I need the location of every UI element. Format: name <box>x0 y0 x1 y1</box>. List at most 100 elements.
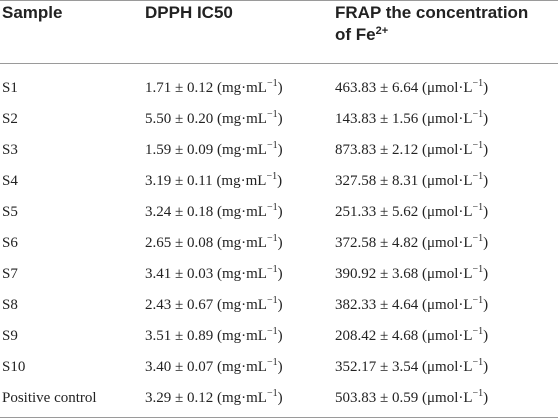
dpph-unit-close: ) <box>277 390 283 406</box>
frap-unit-text: (μmol·L <box>421 173 473 189</box>
dpph-unit-text: (mg·mL <box>216 328 267 344</box>
cell-dpph: 3.24 ± 0.18 (mg·mL−1) <box>145 197 283 229</box>
cell-frap-value: 503.83 ± 0.59 <box>335 390 419 406</box>
dpph-unit-superscript: −1 <box>266 295 278 306</box>
cell-dpph-value: 3.19 ± 0.11 <box>145 173 213 189</box>
dpph-unit-close: ) <box>277 111 283 127</box>
cell-frap: 327.58 ± 8.31 (μmol·L−1) <box>335 166 488 198</box>
frap-unit-superscript: −1 <box>472 326 484 337</box>
cell-frap-value: 327.58 ± 8.31 <box>335 173 419 189</box>
frap-unit-text: (μmol·L <box>421 80 473 96</box>
cell-dpph: 3.41 ± 0.03 (mg·mL−1) <box>145 259 283 291</box>
cell-sample: S9 <box>2 328 18 344</box>
cell-sample: S3 <box>2 142 18 158</box>
cell-sample: S7 <box>2 266 18 282</box>
cell-sample: S10 <box>2 359 26 375</box>
dpph-unit-superscript: −1 <box>266 357 278 368</box>
cell-frap-value: 873.83 ± 2.12 <box>335 142 419 158</box>
frap-unit-close: ) <box>483 204 489 220</box>
dpph-unit-text: (mg·mL <box>216 235 267 251</box>
cell-dpph: 3.51 ± 0.89 (mg·mL−1) <box>145 321 283 353</box>
frap-unit-close: ) <box>483 235 489 251</box>
cell-dpph: 3.29 ± 0.12 (mg·mL−1) <box>145 383 283 415</box>
dpph-unit-superscript: −1 <box>266 326 278 337</box>
dpph-unit-text: (mg·mL <box>216 297 267 313</box>
cell-dpph-unit: (mg·mL−1) <box>216 357 283 375</box>
cell-frap-unit: (μmol·L−1) <box>422 233 489 251</box>
cell-dpph-value: 3.24 ± 0.18 <box>145 204 214 220</box>
frap-unit-superscript: −1 <box>472 264 484 275</box>
dpph-unit-superscript: −1 <box>266 233 278 244</box>
frap-unit-close: ) <box>483 80 489 96</box>
cell-sample: S6 <box>2 235 18 251</box>
cell-dpph-unit: (mg·mL−1) <box>216 326 283 344</box>
header-frap-superscript: 2+ <box>375 25 389 37</box>
cell-dpph-value: 3.51 ± 0.89 <box>145 328 214 344</box>
frap-unit-superscript: −1 <box>472 140 484 151</box>
frap-unit-superscript: −1 <box>472 388 484 399</box>
frap-unit-close: ) <box>483 390 489 406</box>
cell-frap: 873.83 ± 2.12 (μmol·L−1) <box>335 135 488 167</box>
dpph-unit-text: (mg·mL <box>216 390 267 406</box>
cell-dpph-value: 1.59 ± 0.09 <box>145 142 214 158</box>
cell-frap-unit: (μmol·L−1) <box>421 78 489 96</box>
table-top-rule <box>0 0 558 1</box>
dpph-unit-close: ) <box>277 204 283 220</box>
cell-frap-unit: (μmol·L−1) <box>421 109 488 127</box>
cell-dpph: 1.71 ± 0.12 (mg·mL−1) <box>145 73 283 105</box>
dpph-unit-close: ) <box>277 142 283 158</box>
dpph-unit-superscript: −1 <box>266 264 278 275</box>
cell-dpph-value: 5.50 ± 0.20 <box>145 111 214 127</box>
cell-frap-value: 352.17 ± 3.54 <box>335 359 419 375</box>
frap-unit-superscript: −1 <box>472 171 484 182</box>
dpph-unit-close: ) <box>277 173 283 189</box>
cell-dpph-unit: (mg·mL−1) <box>216 388 283 406</box>
dpph-unit-superscript: −1 <box>266 171 278 182</box>
dpph-unit-superscript: −1 <box>266 388 278 399</box>
cell-frap-value: 463.83 ± 6.64 <box>335 80 419 96</box>
dpph-unit-text: (mg·mL <box>216 111 267 127</box>
cell-dpph-value: 2.65 ± 0.08 <box>145 235 214 251</box>
frap-unit-close: ) <box>483 142 489 158</box>
table-bottom-rule <box>0 417 558 418</box>
header-frap-line2: of Fe2+ <box>335 24 388 48</box>
dpph-unit-text: (mg·mL <box>216 359 267 375</box>
cell-dpph: 2.43 ± 0.67 (mg·mL−1) <box>145 290 283 322</box>
cell-frap-unit: (μmol·L−1) <box>421 171 488 189</box>
cell-dpph-value: 2.43 ± 0.67 <box>145 297 214 313</box>
frap-unit-close: ) <box>483 297 489 313</box>
dpph-unit-superscript: −1 <box>266 109 278 120</box>
cell-dpph: 3.19 ± 0.11 (mg·mL−1) <box>145 166 282 198</box>
header-sample: Sample <box>2 3 63 22</box>
table-row: S9 3.51 ± 0.89 (mg·mL−1) 208.42 ± 4.68 (μm… <box>0 321 558 352</box>
cell-dpph: 3.40 ± 0.07 (mg·mL−1) <box>145 352 283 384</box>
cell-frap: 390.92 ± 3.68 (μmol·L−1) <box>335 259 488 291</box>
cell-dpph-value: 3.29 ± 0.12 <box>145 390 214 406</box>
cell-frap: 503.83 ± 0.59 (μmol·L−1) <box>335 383 488 415</box>
dpph-unit-close: ) <box>277 235 283 251</box>
cell-frap: 143.83 ± 1.56 (μmol·L−1) <box>335 104 488 136</box>
cell-frap: 251.33 ± 5.62 (μmol·L−1) <box>335 197 488 229</box>
header-frap-line1: FRAP the concentration <box>335 3 529 22</box>
cell-frap: 208.42 ± 4.68 (μmol·L−1) <box>335 321 488 353</box>
cell-dpph: 2.65 ± 0.08 (mg·mL−1) <box>145 228 283 260</box>
header-frap-line2-text: of Fe <box>335 25 376 44</box>
cell-dpph-unit: (mg·mL−1) <box>216 233 283 251</box>
frap-unit-close: ) <box>483 359 489 375</box>
table-row: S5 3.24 ± 0.18 (mg·mL−1) 251.33 ± 5.62 (μm… <box>0 197 558 228</box>
dpph-unit-text: (mg·mL <box>216 142 267 158</box>
dpph-unit-text: (mg·mL <box>216 204 267 220</box>
dpph-unit-text: (mg·mL <box>216 266 267 282</box>
cell-dpph-unit: (mg·mL−1) <box>216 109 283 127</box>
frap-unit-text: (μmol·L <box>421 111 473 127</box>
table-header-rule <box>0 63 558 64</box>
table-header: Sample DPPH IC50 FRAP the concentration … <box>0 2 558 62</box>
cell-dpph-unit: (mg·mL−1) <box>216 140 283 158</box>
cell-dpph-value: 1.71 ± 0.12 <box>145 80 214 96</box>
dpph-unit-superscript: −1 <box>266 78 278 89</box>
frap-unit-close: ) <box>483 266 489 282</box>
table-row: Positive control 3.29 ± 0.12 (mg·mL−1) 503… <box>0 383 558 414</box>
cell-frap-unit: (μmol·L−1) <box>422 357 489 375</box>
cell-frap-unit: (μmol·L−1) <box>422 295 489 313</box>
cell-dpph-value: 3.41 ± 0.03 <box>145 266 214 282</box>
